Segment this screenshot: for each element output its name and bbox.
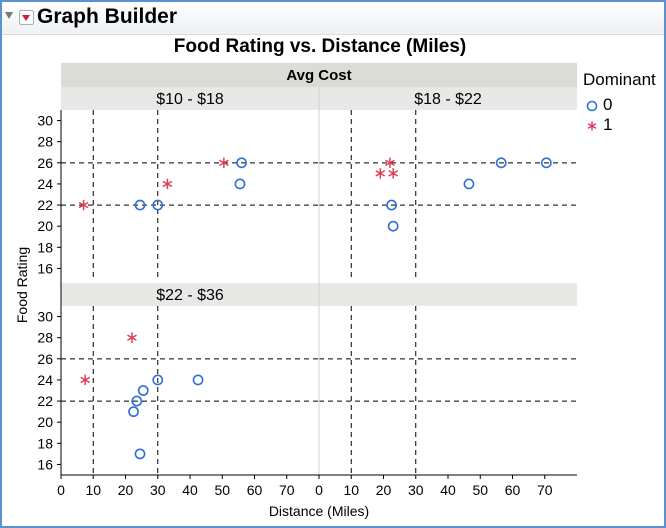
disclosure-triangle-icon[interactable] (5, 12, 13, 19)
data-point-dominant-0 (387, 220, 399, 232)
x-tick-label: 30 (408, 482, 424, 498)
star-marker-icon (587, 121, 597, 131)
window-title: Graph Builder (37, 5, 178, 28)
panel-header-label: $22 - $36 (156, 287, 224, 304)
legend-item-0[interactable]: 0 (583, 95, 653, 115)
x-tick-label: 20 (376, 482, 392, 498)
y-tick-label: 22 (37, 393, 53, 409)
data-point-dominant-1 (78, 199, 89, 211)
panel-header (61, 87, 319, 110)
data-point-dominant-0 (134, 448, 146, 460)
data-point-dominant-0 (463, 178, 475, 190)
y-tick-label: 30 (37, 113, 53, 129)
y-tick-label: 28 (37, 330, 53, 346)
plot-area (319, 306, 577, 475)
red-triangle-menu-icon[interactable] (19, 10, 34, 25)
x-axis-title: Distance (Miles) (269, 503, 369, 519)
data-point-dominant-1 (388, 168, 399, 179)
x-tick-label: 10 (85, 482, 101, 498)
x-tick-label: 40 (182, 482, 198, 498)
y-tick-label: 20 (37, 218, 53, 234)
data-point-dominant-1 (375, 168, 386, 179)
x-tick-label: 20 (118, 482, 134, 498)
data-point-dominant-0 (540, 157, 552, 169)
data-point-dominant-0 (131, 395, 143, 407)
x-tick-label: 0 (57, 482, 65, 498)
data-point-dominant-0 (152, 199, 164, 211)
y-tick-label: 26 (37, 351, 53, 367)
data-point-dominant-0 (386, 199, 397, 211)
y-tick-label: 24 (37, 176, 53, 192)
y-tick-label: 16 (37, 260, 53, 276)
panel-header-label: $18 - $22 (414, 91, 482, 108)
circle-marker-icon (586, 100, 598, 112)
y-tick-label: 26 (37, 155, 53, 171)
data-point-dominant-0 (236, 157, 247, 169)
x-tick-label: 60 (505, 482, 521, 498)
y-tick-label: 16 (37, 456, 53, 472)
x-tick-label: 50 (472, 482, 488, 498)
group-header-label: Avg Cost (286, 67, 351, 84)
data-point-dominant-0 (128, 406, 139, 418)
data-point-dominant-1 (80, 374, 91, 386)
title-bar: Graph Builder (2, 2, 664, 35)
data-point-dominant-0 (152, 374, 164, 386)
panel-header (319, 87, 577, 110)
legend-label-1: 1 (603, 115, 613, 134)
panel-header (61, 283, 319, 306)
y-tick-label: 18 (37, 435, 53, 451)
data-point-dominant-1 (162, 178, 173, 190)
data-point-dominant-1 (127, 332, 137, 343)
legend-label-0: 0 (603, 95, 613, 114)
group-header (61, 63, 577, 87)
x-tick-label: 0 (315, 482, 323, 498)
data-point-dominant-0 (134, 199, 146, 211)
legend-item-1[interactable]: 1 (583, 115, 653, 135)
x-tick-label: 10 (343, 482, 359, 498)
data-point-dominant-0 (192, 374, 204, 386)
x-tick-label: 60 (247, 482, 263, 498)
legend-title: Dominant (583, 70, 656, 89)
y-tick-label: 28 (37, 134, 53, 150)
x-tick-label: 30 (150, 482, 166, 498)
y-tick-label: 24 (37, 372, 53, 388)
y-tick-label: 22 (37, 197, 53, 213)
y-tick-label: 18 (37, 239, 53, 255)
data-point-dominant-0 (495, 157, 507, 169)
y-tick-label: 20 (37, 414, 53, 430)
data-point-dominant-0 (137, 385, 149, 396)
data-point-dominant-0 (234, 178, 246, 190)
data-point-dominant-1 (218, 157, 229, 169)
panel-header-label: $10 - $18 (156, 91, 224, 108)
x-tick-label: 50 (214, 482, 230, 498)
plot-area (61, 306, 319, 475)
y-tick-label: 30 (37, 309, 53, 325)
x-tick-label: 70 (279, 482, 295, 498)
y-axis-title: Food Rating (14, 247, 30, 323)
chart-title: Food Rating vs. Distance (Miles) (173, 36, 467, 57)
x-tick-label: 40 (440, 482, 456, 498)
plot-area (61, 110, 319, 279)
x-tick-label: 70 (537, 482, 553, 498)
data-point-dominant-1 (385, 157, 395, 169)
plot-area (319, 110, 577, 279)
panel-header (319, 283, 577, 306)
